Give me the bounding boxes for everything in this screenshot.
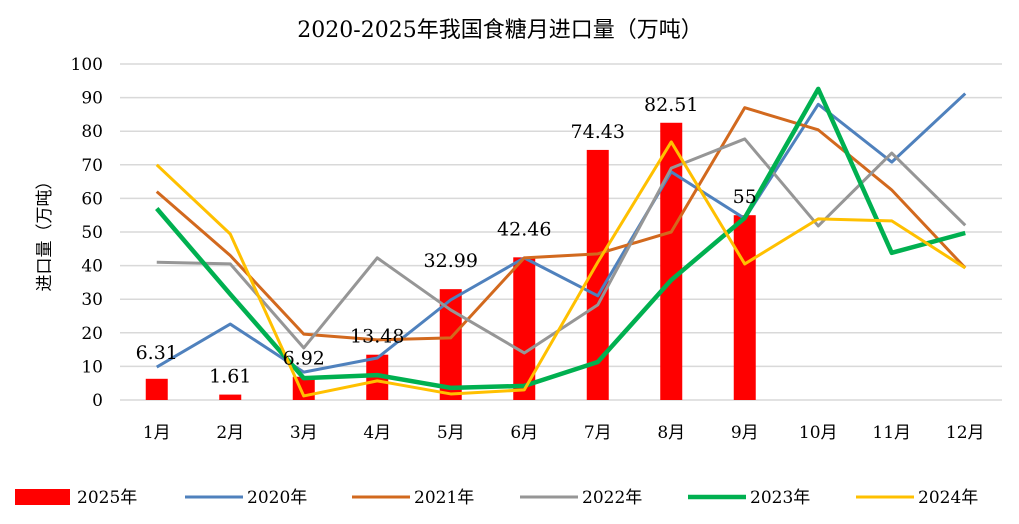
bar-2025 [145,378,168,400]
bar-series-2025 [145,122,756,400]
line-2023 [155,86,966,391]
gridlines [120,63,1002,401]
legend-swatch-bar [15,489,70,505]
line-2022 [156,137,967,355]
y-tick-label: 40 [81,257,103,277]
x-tick-label: 12月 [946,423,985,443]
bar-2025 [586,149,609,400]
y-tick-label: 100 [71,55,103,75]
y-tick-label: 50 [81,223,103,243]
bar-2025 [660,122,683,400]
bar-2025 [219,394,242,400]
legend-label: 2020年 [247,488,307,508]
legend-label: 2023年 [750,488,810,508]
line-2021 [155,106,967,342]
x-tick-label: 4月 [363,423,391,443]
bar-data-labels: 6.31 1.61 6.92 13.48 32.99 42.46 74.43 82.51 55 [136,94,757,388]
x-tick-label: 7月 [584,423,612,443]
y-tick-label: 20 [81,324,103,344]
x-tick-label: 10月 [799,423,838,443]
x-tick-label: 3月 [290,423,318,443]
bar-data-label: 42.46 [497,218,551,240]
x-tick-label: 5月 [437,423,465,443]
x-tick-label: 8月 [657,423,685,443]
bar-data-label: 82.51 [644,94,698,116]
x-tick-label: 11月 [872,423,911,443]
x-tick-label: 6月 [510,423,538,443]
y-axis-ticks: 0 10 20 30 40 50 60 70 80 90 100 [71,55,103,411]
bar-data-label: 13.48 [350,326,404,348]
bar-data-label: 32.99 [424,250,478,272]
y-tick-label: 10 [81,357,103,377]
x-tick-label: 2月 [216,423,244,443]
x-tick-label: 1月 [143,423,171,443]
line-2024 [155,140,967,398]
bar-data-label: 6.92 [283,348,325,370]
legend-label: 2021年 [414,488,474,508]
y-axis-label: 进口量（万吨） [35,173,55,292]
y-tick-label: 90 [81,89,103,109]
y-tick-label: 30 [81,290,103,310]
line-series [155,86,967,398]
bar-data-label: 55 [733,186,757,208]
bar-2025 [513,257,536,400]
legend-label: 2024年 [918,488,978,508]
legend: 2025年 2020年 2021年 2022年 2023年 2024年 [15,488,978,508]
legend-label: 2025年 [77,488,137,508]
y-tick-label: 80 [81,122,103,142]
y-tick-label: 70 [81,156,103,176]
x-tick-label: 9月 [731,423,759,443]
bar-data-label: 74.43 [571,121,625,143]
bar-data-label: 1.61 [209,366,251,388]
bar-2025 [439,289,462,400]
x-axis-ticks: 1月 2月 3月 4月 5月 6月 7月 8月 9月 10月 11月 12月 [143,423,985,443]
chart-title: 2020-2025年我国食糖月进口量（万吨） [297,18,702,43]
y-tick-label: 0 [92,391,103,411]
y-tick-label: 60 [81,189,103,209]
bar-2025 [733,215,756,400]
bar-data-label: 6.31 [136,342,178,364]
legend-label: 2022年 [582,488,642,508]
